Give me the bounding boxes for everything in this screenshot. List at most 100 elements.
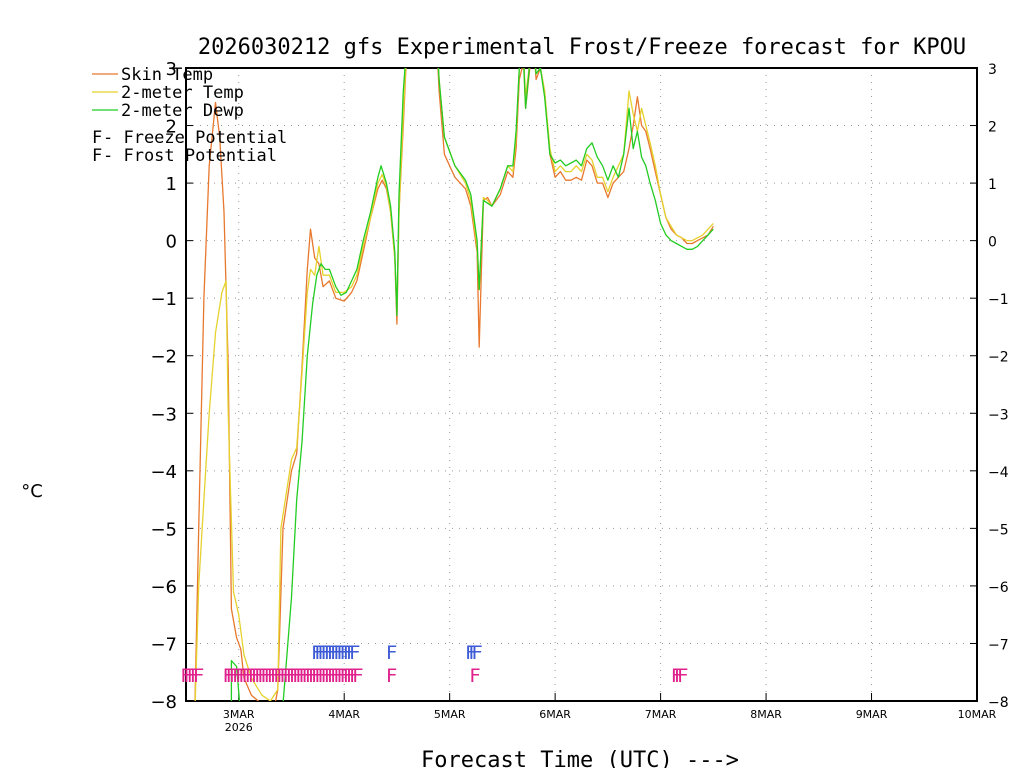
series-line-skin-temp — [194, 68, 714, 701]
series-line-2-meter-dewp — [230, 68, 714, 701]
frost-potential-marker: F — [333, 642, 344, 664]
legend-label: Skin Temp — [121, 65, 213, 85]
frost-potential-marker: F — [468, 642, 479, 664]
freeze-potential-marker: F — [305, 665, 316, 687]
freeze-potential-marker: F — [190, 665, 201, 687]
freeze-potential-marker: F — [311, 665, 322, 687]
freeze-potential-marker: F — [248, 665, 259, 687]
y-tick-label: 0 — [166, 232, 177, 253]
freeze-potential-marker: F — [333, 665, 344, 687]
frost-potential-marker: F — [465, 642, 476, 664]
legend-potential-label: - Freeze Potential — [103, 128, 287, 148]
freeze-potential-marker: F — [352, 665, 363, 687]
freeze-potential-marker: F — [226, 665, 237, 687]
y-tick-label-right: 3 — [988, 62, 997, 78]
freeze-potential-marker: F — [308, 665, 319, 687]
freeze-potential-marker: F — [292, 665, 303, 687]
y-tick-label-right: −6 — [988, 580, 1009, 596]
freeze-potential-marker: F — [187, 665, 198, 687]
freeze-potential-marker: F — [193, 665, 204, 687]
freeze-potential-marker: F — [276, 665, 287, 687]
freeze-potential-marker: F — [386, 665, 397, 687]
freeze-potential-marker: F — [286, 665, 297, 687]
y-tick-label: −1 — [150, 289, 177, 310]
x-tick-label: 5MAR — [434, 708, 466, 721]
y-tick-label-right: −7 — [988, 637, 1009, 653]
freeze-potential-marker: F — [298, 665, 309, 687]
freeze-potential-marker: F — [349, 665, 360, 687]
y-tick-label-right: −3 — [988, 407, 1009, 423]
freeze-potential-marker: F — [289, 665, 300, 687]
freeze-potential-marker: F — [317, 665, 328, 687]
y-tick-label-right: −8 — [988, 695, 1009, 711]
frost-potential-marker: F — [471, 642, 482, 664]
frost-potential-marker: F — [346, 642, 357, 664]
x-tick-label: 3MAR — [223, 708, 255, 721]
freeze-potential-marker: F — [238, 665, 249, 687]
freeze-potential-marker: F — [324, 665, 335, 687]
frost-potential-marker: F — [311, 642, 322, 664]
y-tick-label: −2 — [150, 347, 177, 368]
freeze-potential-marker: F — [245, 665, 256, 687]
freeze-potential-marker: F — [254, 665, 265, 687]
y-tick-label-right: 0 — [988, 235, 997, 251]
freeze-potential-marker: F — [295, 665, 306, 687]
y-tick-label: −3 — [150, 404, 177, 425]
y-tick-label-right: 1 — [988, 177, 997, 193]
axes: 3 3 2 2 1 1 0 0 −1 −1 −2 −2 −3 −3 −4 −4 −5 −5 −6 −6 −7 −7 −8 −8… — [150, 59, 1008, 734]
frost-potential-marker: F — [321, 642, 332, 664]
frost-potential-marker: F — [314, 642, 325, 664]
freeze-potential-marker: F — [677, 665, 688, 687]
frost-potential-marker: F — [327, 642, 338, 664]
freeze-potential-marker: F — [229, 665, 240, 687]
freeze-potential-marker: F — [267, 665, 278, 687]
freeze-potential-marker: F — [340, 665, 351, 687]
freeze-potential-marker: F — [283, 665, 294, 687]
freeze-potential-marker: F — [251, 665, 262, 687]
freeze-potential-marker: F — [180, 665, 191, 687]
legend-potential-label: - Frost Potential — [103, 146, 277, 166]
freeze-potential-marker: F — [330, 665, 341, 687]
freeze-potential-marker: F — [257, 665, 268, 687]
freeze-potential-marker: F — [671, 665, 682, 687]
y-tick-label-right: −2 — [988, 350, 1009, 366]
freeze-potential-marker: F — [674, 665, 685, 687]
freeze-potential-marker: F — [232, 665, 243, 687]
y-axis-label: °C — [21, 481, 43, 502]
frost-potential-marker: F — [336, 642, 347, 664]
freeze-potential-marker: F — [222, 665, 233, 687]
chart-title: 2026030212 gfs Experimental Frost/Freeze… — [198, 35, 966, 60]
x-tick-sublabel: 2026 — [225, 721, 253, 734]
frost-potential-marker: F — [340, 642, 351, 664]
freeze-potential-marker: F — [279, 665, 290, 687]
y-tick-label: −6 — [150, 577, 177, 598]
freeze-potential-marker: F — [346, 665, 357, 687]
frost-potential-marker: F — [317, 642, 328, 664]
legend-label: 2-meter Temp — [121, 83, 244, 103]
frost-potential-marker: F — [324, 642, 335, 664]
x-tick-label: 9MAR — [856, 708, 888, 721]
legend-label: 2-meter Dewp — [121, 101, 244, 121]
freeze-potential-marker: F — [327, 665, 338, 687]
freeze-potential-marker: F — [314, 665, 325, 687]
x-tick-label: 8MAR — [750, 708, 782, 721]
frost-potential-marker: F — [386, 642, 397, 664]
x-tick-label: 6MAR — [539, 708, 571, 721]
freeze-potential-marker: F — [321, 665, 332, 687]
legend-potential-marker: F — [92, 128, 102, 148]
series-lines — [194, 68, 714, 701]
freeze-potential-marker: F — [343, 665, 354, 687]
y-tick-label: −7 — [150, 634, 177, 655]
x-axis-label: Forecast Time (UTC) ---> — [421, 748, 739, 768]
freeze-potential-marker: F — [241, 665, 252, 687]
y-tick-label-right: −1 — [988, 292, 1009, 308]
frost-potential-marker: F — [343, 642, 354, 664]
x-tick-label: 4MAR — [328, 708, 360, 721]
y-tick-label: 2 — [166, 117, 177, 138]
gridlines — [186, 68, 977, 701]
y-tick-label-right: 2 — [988, 120, 997, 136]
y-tick-label-right: −5 — [988, 522, 1009, 538]
